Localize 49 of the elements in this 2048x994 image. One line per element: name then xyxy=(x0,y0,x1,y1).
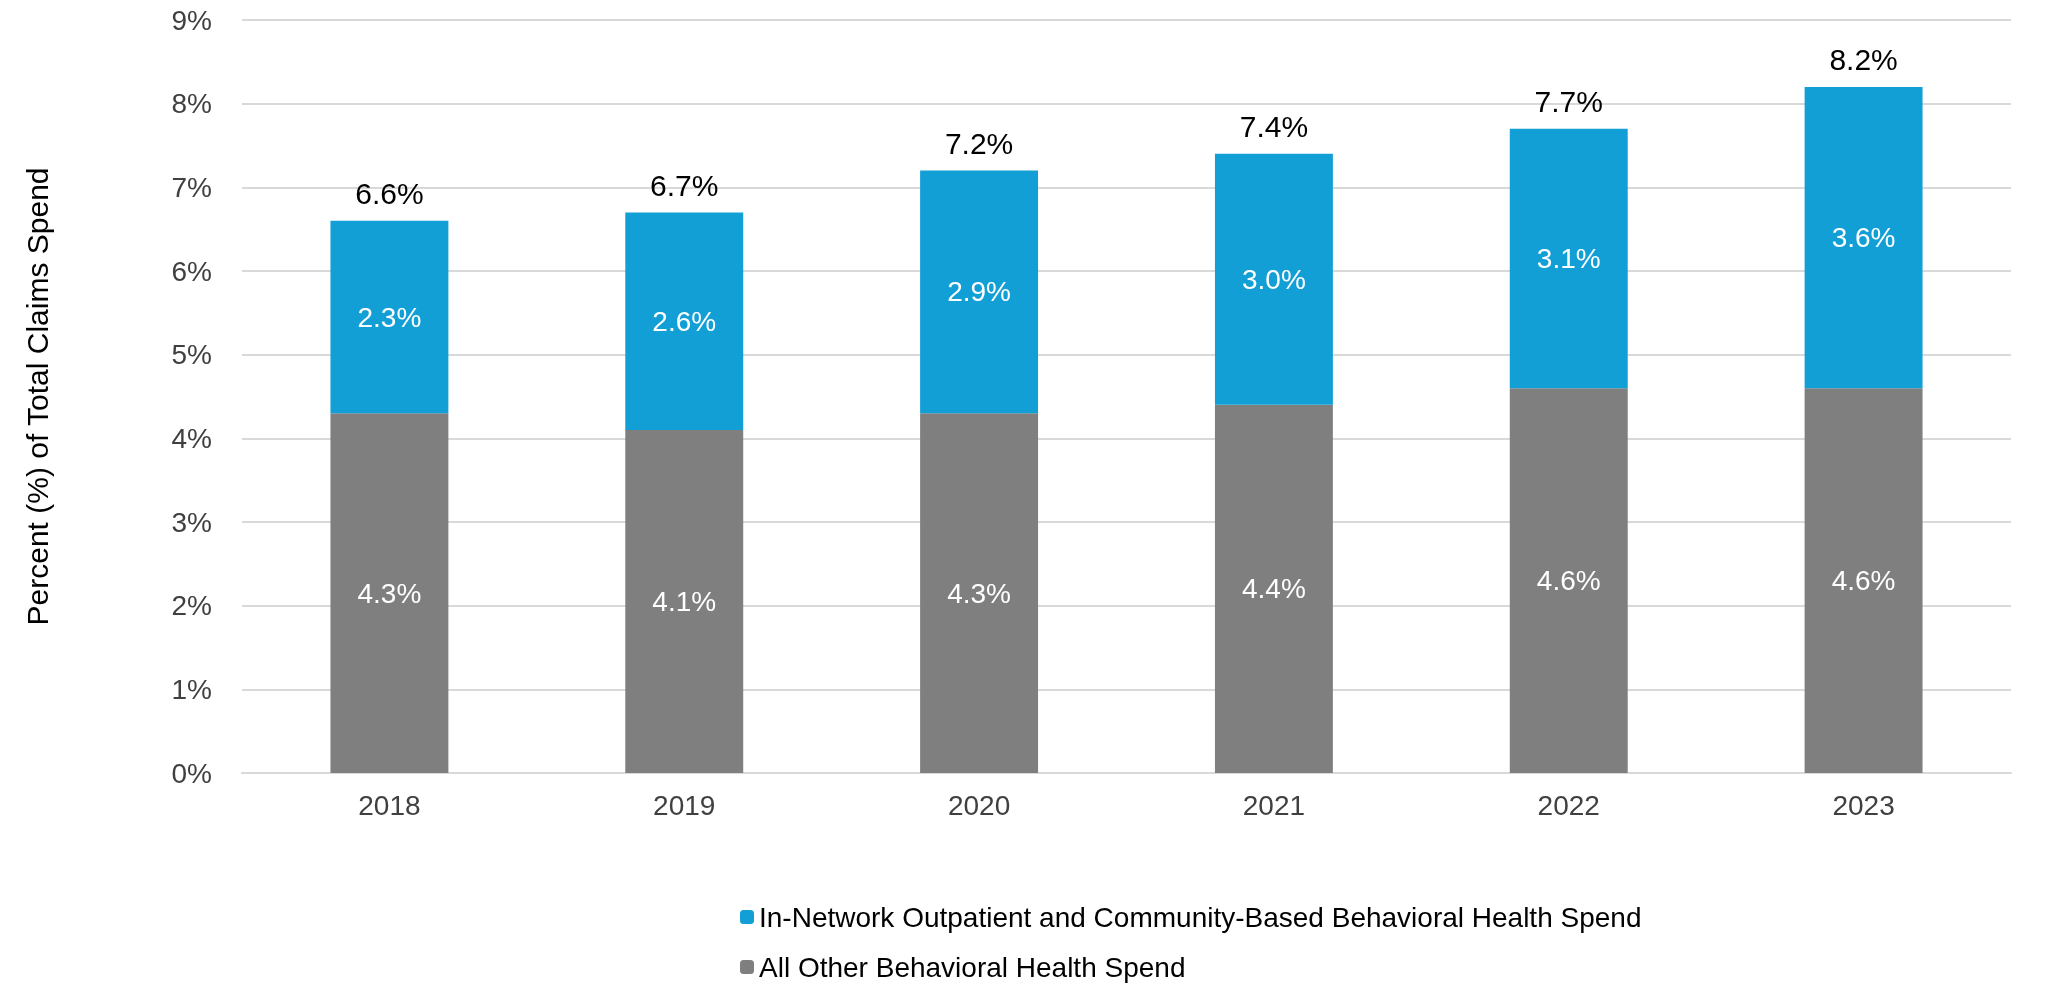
x-tick-label: 2021 xyxy=(1242,789,1306,821)
bar xyxy=(625,429,744,773)
total-label: 7.7% xyxy=(1534,85,1603,119)
y-tick-label: 9% xyxy=(171,4,212,36)
bar xyxy=(330,413,449,773)
bar xyxy=(1509,388,1628,773)
bar xyxy=(1214,404,1333,773)
data-label: 2.3% xyxy=(357,301,422,333)
data-label: 4.3% xyxy=(947,577,1011,609)
y-axis-title: Percent (%) of Total Claims Spend xyxy=(20,167,54,626)
total-label: 8.2% xyxy=(1829,43,1898,77)
y-tick-label: 1% xyxy=(171,673,212,705)
data-label: 3.0% xyxy=(1242,263,1306,295)
bar xyxy=(1509,128,1628,389)
data-label: 2.6% xyxy=(652,305,717,337)
y-tick-label: 7% xyxy=(171,171,212,203)
y-tick-label: 4% xyxy=(171,422,212,454)
y-tick-label: 5% xyxy=(171,339,212,371)
total-label: 6.7% xyxy=(650,168,719,202)
total-label: 7.4% xyxy=(1239,110,1309,144)
bar xyxy=(920,413,1039,773)
data-label: 4.4% xyxy=(1242,573,1306,605)
bar xyxy=(920,170,1039,414)
data-label: 3.6% xyxy=(1831,222,1896,254)
bar xyxy=(625,212,744,430)
data-label: 2.9% xyxy=(947,276,1011,308)
bar xyxy=(1804,86,1923,389)
bar xyxy=(1804,388,1923,773)
y-tick-label: 3% xyxy=(171,506,212,538)
x-tick-label: 2022 xyxy=(1537,789,1600,821)
y-tick-label: 0% xyxy=(171,757,212,789)
legend-label: All Other Behavioral Health Spend xyxy=(759,951,1186,983)
x-tick-label: 2023 xyxy=(1832,789,1895,821)
data-label: 3.1% xyxy=(1536,242,1601,274)
y-tick-label: 8% xyxy=(171,88,212,120)
legend-label: In-Network Outpatient and Community-Based Behavioral Health Spend xyxy=(759,901,1642,933)
data-label: 4.6% xyxy=(1536,565,1601,597)
total-label: 6.6% xyxy=(355,177,424,211)
x-tick-label: 2020 xyxy=(947,789,1011,821)
y-tick-label: 6% xyxy=(171,255,212,287)
total-label: 7.2% xyxy=(944,127,1014,161)
bar xyxy=(330,220,449,414)
bar xyxy=(1214,153,1333,405)
data-label: 4.1% xyxy=(652,585,717,617)
data-label: 4.6% xyxy=(1831,565,1896,597)
data-label: 4.3% xyxy=(357,577,422,609)
x-tick-label: 2019 xyxy=(653,789,716,821)
x-tick-label: 2018 xyxy=(358,789,421,821)
y-tick-label: 2% xyxy=(171,590,212,622)
